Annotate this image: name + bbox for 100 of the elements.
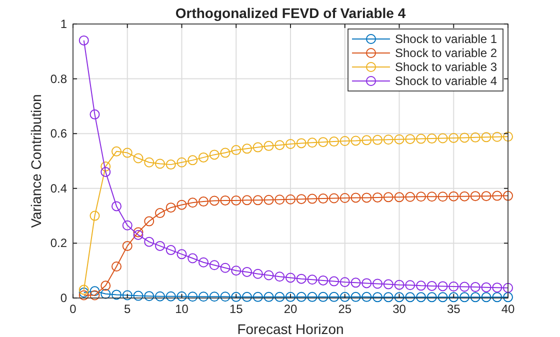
point	[100, 280, 111, 291]
point	[286, 272, 296, 283]
point	[394, 192, 404, 202]
point	[416, 192, 426, 202]
point	[460, 132, 470, 143]
point	[188, 155, 198, 166]
point	[350, 136, 361, 146]
point	[460, 191, 470, 202]
point	[503, 132, 513, 142]
point	[340, 192, 350, 203]
point	[448, 132, 459, 143]
point	[78, 35, 89, 46]
point	[503, 190, 513, 201]
x-tick-label: 40	[501, 302, 515, 316]
point	[286, 194, 296, 204]
point	[176, 157, 187, 168]
point	[416, 292, 426, 302]
point	[209, 260, 220, 270]
point	[329, 193, 339, 204]
point	[438, 133, 448, 144]
point	[426, 280, 437, 291]
point	[426, 192, 437, 202]
point	[296, 274, 306, 284]
point	[405, 280, 416, 290]
point	[252, 292, 263, 302]
point	[274, 194, 285, 205]
y-tick-label: 0.8	[50, 72, 68, 86]
point	[209, 196, 220, 206]
point	[242, 292, 252, 302]
point	[372, 134, 382, 145]
point	[274, 292, 285, 302]
point	[155, 240, 165, 251]
point	[492, 292, 502, 302]
y-tick-label: 1	[60, 17, 68, 31]
point	[460, 292, 470, 302]
x-tick-label: 25	[338, 302, 352, 316]
point	[78, 284, 89, 295]
point	[231, 195, 242, 206]
point	[470, 282, 480, 292]
point	[90, 286, 100, 296]
point	[90, 210, 100, 221]
point	[383, 279, 394, 290]
point	[383, 292, 394, 302]
point	[264, 292, 274, 302]
point	[188, 253, 198, 264]
point	[133, 290, 144, 301]
point	[264, 140, 274, 151]
point	[318, 292, 328, 302]
point	[220, 262, 230, 273]
point	[426, 134, 437, 144]
point	[231, 145, 242, 156]
point	[166, 245, 176, 256]
legend-label: Shock to variable 4	[395, 74, 498, 88]
point	[112, 290, 122, 300]
point	[220, 292, 230, 302]
y-tick-label: 0.4	[50, 181, 68, 196]
point	[492, 132, 502, 142]
point	[448, 281, 459, 292]
point	[286, 292, 296, 302]
point	[481, 132, 492, 142]
point	[144, 236, 154, 247]
point	[100, 161, 111, 172]
point	[176, 200, 187, 210]
point	[350, 292, 361, 302]
point	[166, 291, 176, 302]
point	[122, 240, 132, 251]
point	[362, 135, 372, 146]
point	[133, 227, 144, 238]
point	[286, 139, 296, 150]
point	[188, 292, 198, 302]
point	[296, 292, 306, 302]
point	[362, 192, 372, 203]
point	[438, 281, 448, 292]
point	[362, 278, 372, 288]
point	[438, 192, 448, 202]
point	[318, 194, 328, 204]
legend-label: Shock to variable 2	[395, 46, 498, 60]
point	[198, 292, 208, 302]
point	[264, 194, 274, 205]
point	[144, 157, 154, 168]
point	[220, 148, 230, 158]
point	[252, 268, 263, 279]
point	[350, 278, 361, 288]
point	[470, 292, 480, 302]
point	[383, 192, 394, 202]
point	[274, 140, 285, 150]
point	[155, 158, 165, 169]
point	[372, 278, 382, 289]
x-tick-label: 35	[446, 302, 461, 316]
point	[242, 195, 252, 206]
point	[78, 290, 89, 300]
point	[318, 137, 328, 148]
point	[296, 138, 306, 148]
point	[112, 201, 122, 212]
point	[231, 266, 242, 276]
point	[340, 136, 350, 146]
legend-label: Shock to variable 3	[395, 60, 498, 74]
point	[383, 134, 394, 145]
point	[340, 292, 350, 302]
point	[481, 282, 492, 292]
